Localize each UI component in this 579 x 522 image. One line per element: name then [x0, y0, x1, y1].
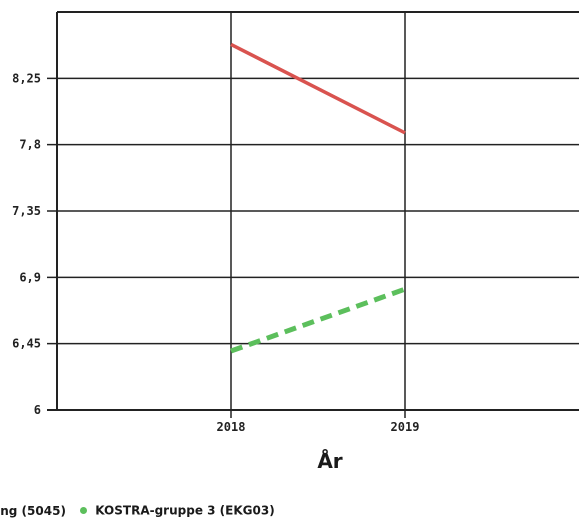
- y-tick-label: 8,25: [12, 71, 41, 85]
- chart-grid: [47, 11, 579, 418]
- y-tick-label: 6,45: [12, 337, 41, 351]
- series-line-1: [230, 42, 406, 135]
- x-axis-ticks: 2018 2019: [217, 420, 420, 434]
- x-tick-label: 2019: [391, 420, 420, 434]
- legend-marker-series-2: [80, 507, 88, 514]
- y-tick-label: 6: [34, 403, 41, 417]
- y-tick-label: 7,8: [19, 138, 41, 152]
- chart-series: [230, 42, 406, 354]
- legend-label-series-1: ong (5045): [0, 503, 66, 518]
- y-axis-ticks: 6 6,45 6,9 7,35 7,8 8,25: [12, 71, 41, 417]
- x-tick-label: 2018: [217, 420, 246, 434]
- y-tick-label: 6,9: [19, 270, 41, 284]
- legend-label-series-2: KOSTRA-gruppe 3 (EKG03): [95, 503, 275, 518]
- y-tick-label: 7,35: [12, 204, 41, 218]
- x-axis-title: År: [317, 449, 342, 473]
- chart-legend: ong (5045) KOSTRA-gruppe 3 (EKG03): [0, 503, 275, 521]
- series-line-2: [230, 286, 406, 354]
